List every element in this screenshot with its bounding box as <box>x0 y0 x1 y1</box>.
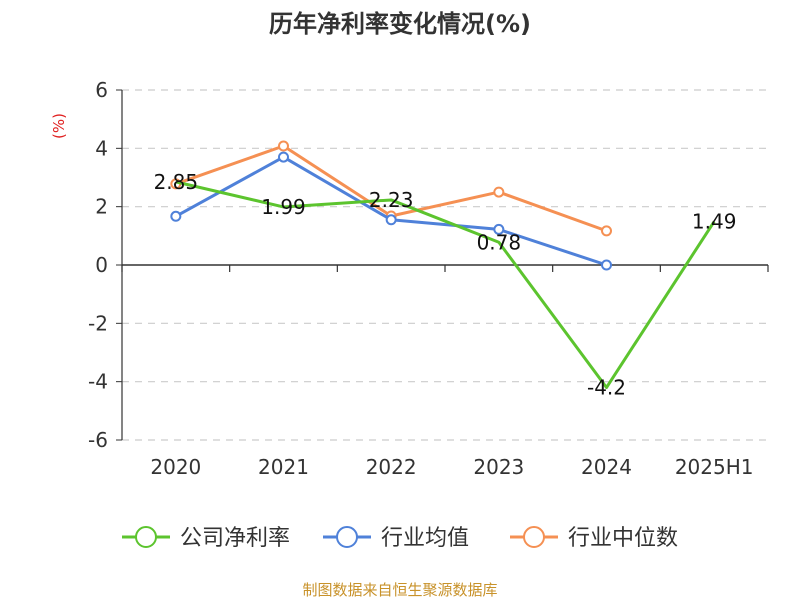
legend-swatch-marker <box>135 526 157 548</box>
y-tick-label: 0 <box>95 253 108 277</box>
legend-swatch-marker <box>523 526 545 548</box>
axes <box>116 89 769 441</box>
x-tick-label: 2022 <box>366 455 417 479</box>
x-tick-labels: 2020 2021 2022 2023 2024 2025H1 <box>150 455 753 479</box>
y-tick-labels: 6 4 2 0 -2 -4 -6 <box>88 78 108 452</box>
data-point <box>278 151 289 163</box>
x-tick-label: 2023 <box>473 455 524 479</box>
legend-swatch-marker <box>336 526 358 548</box>
x-tick-label: 2020 <box>150 455 201 479</box>
y-tick-label: -6 <box>88 428 108 452</box>
data-labels: 2.85 1.99 2.23 0.78 -4.2 1.49 <box>154 170 737 400</box>
data-label: 0.78 <box>477 230 522 254</box>
x-tick-label: 2021 <box>258 455 309 479</box>
data-point <box>601 225 612 237</box>
data-label: 1.99 <box>261 195 306 219</box>
legend-label: 行业均值 <box>381 526 469 551</box>
data-point <box>601 259 612 271</box>
x-tick-label: 2024 <box>581 455 632 479</box>
data-label: 1.49 <box>692 210 737 234</box>
data-point <box>170 210 182 222</box>
grid-lines <box>122 89 768 441</box>
y-axis-unit: (%) <box>50 113 68 139</box>
data-label: -4.2 <box>587 376 626 400</box>
series-lines <box>170 140 716 389</box>
y-tick-label: 4 <box>95 136 108 160</box>
y-tick-label: -2 <box>88 311 108 335</box>
data-label: 2.85 <box>154 170 199 194</box>
data-point <box>493 186 505 198</box>
series-line <box>175 180 716 389</box>
y-tick-label: -4 <box>88 370 108 394</box>
x-tick-label: 2025H1 <box>675 455 754 479</box>
chart-title: 历年净利率变化情况(%) <box>269 10 531 38</box>
data-point <box>493 223 505 235</box>
data-point <box>278 140 289 152</box>
y-tick-label: 2 <box>95 195 108 219</box>
y-tick-label: 6 <box>95 78 108 102</box>
legend: 公司净利率 行业均值 行业中位数 <box>122 526 678 551</box>
source-note: 制图数据来自恒生聚源数据库 <box>302 581 497 599</box>
data-label: 2.23 <box>369 188 414 212</box>
legend-label: 行业中位数 <box>568 526 678 551</box>
data-point <box>385 214 397 226</box>
legend-label: 公司净利率 <box>180 526 290 551</box>
